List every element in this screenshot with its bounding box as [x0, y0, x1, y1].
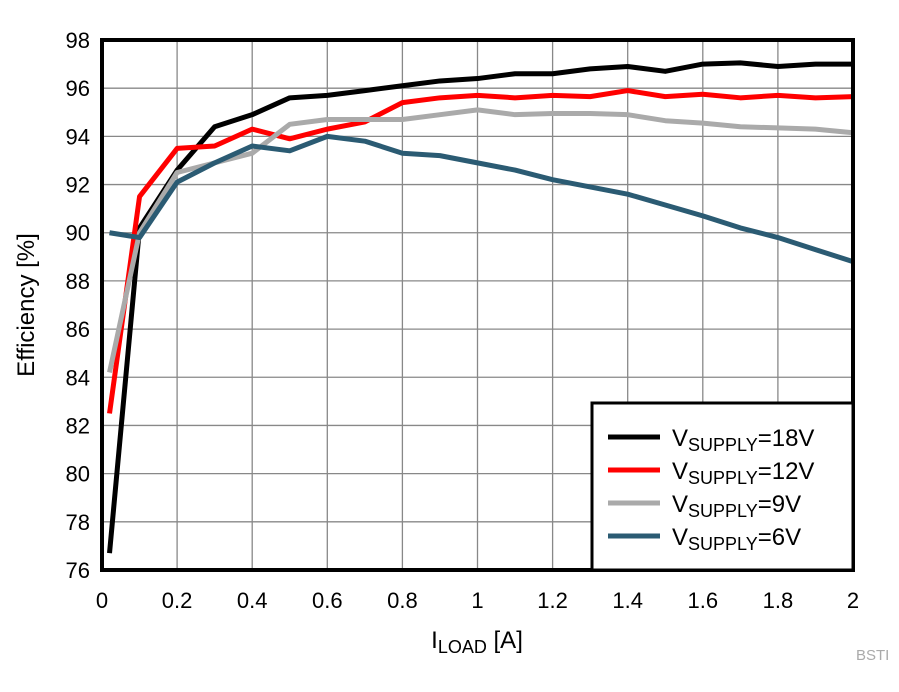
- plot-frame: [100, 38, 855, 572]
- y-tick-label: 98: [66, 28, 90, 53]
- y-tick-label: 84: [66, 365, 90, 390]
- x-tick-label: 1.6: [688, 588, 719, 613]
- x-tick-label: 1.2: [537, 588, 568, 613]
- x-tick-label: 2: [847, 588, 859, 613]
- series-line-1: [107, 88, 854, 414]
- series-lines: [107, 60, 854, 554]
- legend: VSUPPLY=18VVSUPPLY=12VVSUPPLY=9VVSUPPLY=…: [590, 401, 855, 572]
- legend-entry: VSUPPLY=9V: [672, 491, 801, 521]
- legend-entry: VSUPPLY=6V: [672, 524, 801, 554]
- y-tick-label: 94: [66, 124, 90, 149]
- x-tick-label: 1: [471, 588, 483, 613]
- y-tick-label: 90: [66, 221, 90, 246]
- y-tick-label: 76: [66, 558, 90, 583]
- x-tick-label: 0.4: [237, 588, 268, 613]
- x-tick-label: 0: [96, 588, 108, 613]
- x-tick-labels: 0 0.2 0.4 0.6 0.8 1 1.2 1.4 1.6 1.8 2: [96, 588, 859, 613]
- y-tick-label: 78: [66, 510, 90, 535]
- y-tick-label: 92: [66, 173, 90, 198]
- legend-entry: VSUPPLY=18V: [672, 425, 814, 455]
- y-tick-labels: 76 78 80 82 84 86 88 90 92 94 96 98: [66, 28, 90, 583]
- legend-entry: VSUPPLY=12V: [672, 458, 814, 488]
- y-tick-label: 86: [66, 317, 90, 342]
- y-tick-label: 88: [66, 269, 90, 294]
- y-tick-label: 82: [66, 413, 90, 438]
- x-tick-label: 0.2: [162, 588, 193, 613]
- x-tick-label: 0.8: [387, 588, 418, 613]
- y-tick-label: 80: [66, 462, 90, 487]
- x-axis-label: ILOAD [A]: [431, 627, 523, 657]
- series-line-3: [109, 133, 854, 265]
- x-tick-label: 1.4: [612, 588, 643, 613]
- legend-box: [590, 401, 855, 572]
- x-tick-label: 0.6: [312, 588, 343, 613]
- watermark: BSTI: [856, 647, 889, 664]
- series-line-2: [107, 107, 854, 373]
- series-line-0: [107, 60, 853, 554]
- x-tick-label: 1.8: [763, 588, 794, 613]
- y-axis-label: Efficiency [%]: [13, 233, 40, 377]
- y-tick-label: 96: [66, 76, 90, 101]
